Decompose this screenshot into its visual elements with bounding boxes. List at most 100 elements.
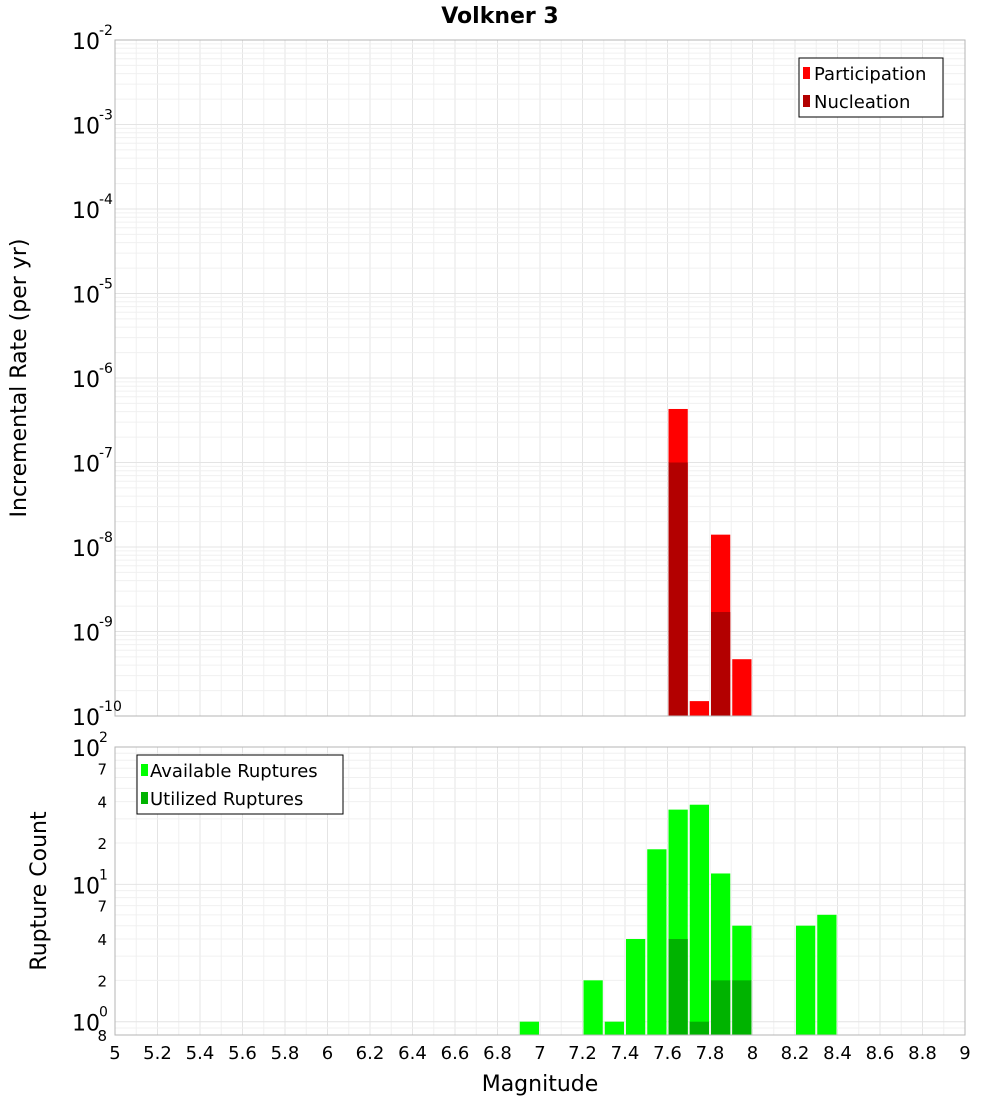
y-tick-base: 10 (72, 284, 100, 309)
x-tick-label: 8.2 (781, 1043, 810, 1064)
top-legend-box (798, 57, 944, 118)
top-y-tick-label: 10 -9 (72, 615, 113, 647)
x-tick-label: 5.2 (143, 1043, 172, 1064)
bottom-y-minor-tick-label: 4 (97, 931, 107, 949)
x-tick-label: 9 (959, 1043, 970, 1064)
legend-utilized-swatch (141, 792, 148, 804)
y-tick-exponent: 2 (99, 730, 108, 746)
y-tick-exponent: -8 (99, 530, 113, 546)
x-tick-label: 7.4 (611, 1043, 640, 1064)
bottom-y-axis-title: Rupture Count (27, 811, 52, 971)
y-tick-exponent: -7 (99, 446, 113, 462)
y-tick-exponent: -6 (99, 361, 113, 377)
bottom-available-bar (626, 939, 646, 1035)
x-tick-label: 8 (747, 1043, 758, 1064)
x-tick-label: 6.2 (356, 1043, 385, 1064)
bottom-available-bar (796, 925, 816, 1035)
y-tick-base: 10 (72, 115, 100, 140)
legend-participation-label: Participation (814, 64, 926, 85)
bottom-legend-box (136, 754, 344, 815)
bottom-utilized-bar (689, 1021, 709, 1035)
x-tick-label: 5.8 (271, 1043, 300, 1064)
y-tick-base: 10 (72, 30, 100, 55)
x-tick-label: 6.4 (398, 1043, 427, 1064)
legend-nucleation-label: Nucleation (814, 92, 910, 113)
bottom-y-major-tick-label: 10 1 (72, 867, 108, 899)
x-tick-label: 8.6 (866, 1043, 895, 1064)
top-y-tick-label: 10 -6 (72, 361, 113, 393)
top-participation-bar (689, 701, 709, 716)
x-tick-label: 7.6 (653, 1043, 682, 1064)
top-y-tick-label: 10 -4 (72, 192, 113, 224)
top-y-tick-label: 10 -3 (72, 108, 113, 140)
bottom-available-bar (689, 804, 709, 1035)
y-tick-base: 10 (72, 737, 100, 762)
top-y-axis-title: Incremental Rate (per yr) (7, 239, 32, 518)
x-tick-label: 5.4 (186, 1043, 215, 1064)
top-y-tick-label: 10 -10 (72, 699, 122, 731)
y-tick-base: 10 (72, 874, 100, 899)
bottom-available-bar (647, 849, 667, 1035)
bottom-y-major-tick-label: 10 2 (72, 730, 108, 762)
legend-available-swatch (141, 764, 148, 776)
y-tick-exponent: -2 (99, 23, 113, 39)
y-tick-exponent: -5 (99, 277, 113, 293)
bottom-y-major-tick-label: 10 0 (72, 1005, 108, 1037)
x-tick-label: 6 (322, 1043, 333, 1064)
top-plot-bars (668, 408, 752, 716)
legend-nucleation-swatch (803, 95, 810, 107)
bottom-available-bar (817, 914, 837, 1035)
x-tick-label: 8.4 (823, 1043, 852, 1064)
y-tick-exponent: -3 (99, 108, 113, 124)
y-tick-exponent: -10 (99, 699, 122, 715)
x-tick-label: 5.6 (228, 1043, 257, 1064)
top-participation-bar (732, 659, 752, 716)
x-tick-label: 8.8 (908, 1043, 937, 1064)
bottom-y-minor-tick-label: 2 (97, 972, 107, 990)
bottom-available-bar (583, 980, 603, 1035)
legend-participation-swatch (803, 67, 810, 79)
bottom-y-minor-tick-label: 7 (97, 898, 107, 916)
bottom-utilized-bar (668, 939, 688, 1035)
y-tick-exponent: -9 (99, 615, 113, 631)
top-plot-grid (114, 40, 966, 717)
x-tick-label: 6.6 (441, 1043, 470, 1064)
x-tick-label: 7 (534, 1043, 545, 1064)
bottom-legend: Available Ruptures Utilized Ruptures (136, 754, 344, 815)
bottom-available-bar (519, 1021, 539, 1035)
x-tick-label: 5 (109, 1043, 120, 1064)
y-tick-base: 10 (72, 453, 100, 478)
bottom-plot-area (114, 746, 966, 1036)
top-y-tick-label: 10 -2 (72, 23, 113, 55)
y-tick-exponent: 1 (99, 867, 108, 883)
top-nucleation-bar (668, 462, 688, 716)
bottom-y-minor-tick-label: 7 (97, 760, 107, 778)
y-tick-base: 10 (72, 537, 100, 562)
x-axis-title: Magnitude (482, 1072, 599, 1097)
y-tick-base: 10 (72, 199, 100, 224)
x-tick-label: 7.8 (696, 1043, 725, 1064)
bottom-utilized-bar (732, 980, 752, 1035)
top-nucleation-bar (711, 612, 731, 716)
x-axis-ticks: 5 5.2 5.4 5.6 5.8 6 6.2 6.4 6.6 6.8 7 7.2 7.4 7.6 7.8 8… (109, 1043, 970, 1064)
legend-available-label: Available Ruptures (150, 761, 318, 782)
top-y-tick-label: 10 -8 (72, 530, 113, 562)
legend-utilized-label: Utilized Ruptures (150, 789, 303, 810)
y-tick-base: 10 (72, 622, 100, 647)
y-tick-base: 10 (72, 368, 100, 393)
x-tick-label: 7.2 (568, 1043, 597, 1064)
y-tick-base: 10 (72, 706, 100, 731)
top-y-tick-label: 10 -7 (72, 446, 113, 478)
top-legend: Participation Nucleation (798, 57, 944, 118)
chart-title: Volkner 3 (441, 4, 559, 29)
bottom-available-bar (604, 1021, 624, 1035)
y-tick-exponent: 0 (99, 1005, 108, 1021)
bottom-utilized-bar (711, 980, 731, 1035)
y-tick-exponent: -4 (99, 192, 113, 208)
bottom-y-minor-tick-label: 8 (97, 1027, 107, 1045)
top-plot-area (114, 39, 966, 717)
bottom-plot-bars (519, 804, 837, 1035)
